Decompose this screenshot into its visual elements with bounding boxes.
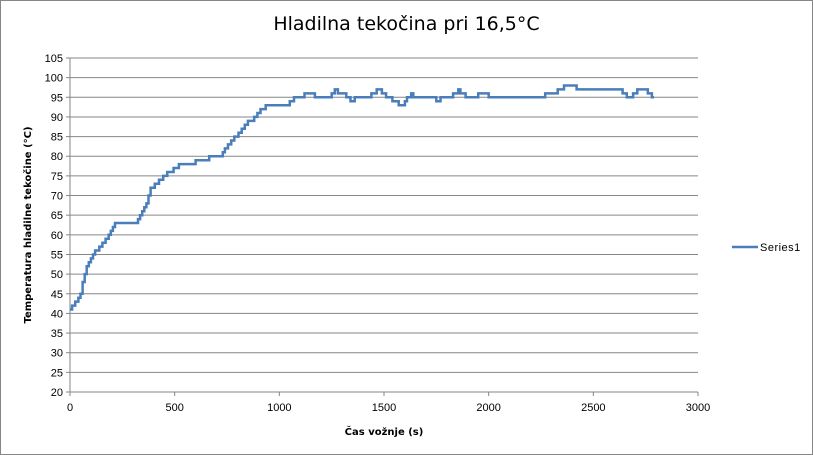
x-tick-label-1000: 1000 — [267, 402, 291, 414]
y-tick-label-65: 65 — [51, 210, 63, 222]
legend: Series1 — [732, 242, 801, 254]
y-tick-label-55: 55 — [51, 249, 63, 261]
y-tick-label-80: 80 — [51, 151, 63, 163]
x-tick-label-500: 500 — [165, 402, 183, 414]
y-axis-title: Temperatura hladilne tekočine (°C) — [22, 126, 34, 323]
axes — [66, 57, 699, 396]
series-layer — [70, 84, 654, 311]
x-tick-label-0: 0 — [67, 402, 73, 414]
gridlines — [70, 57, 698, 373]
y-tick-label-50: 50 — [51, 269, 63, 281]
y-tick-label-40: 40 — [51, 308, 63, 320]
x-tick-label-1500: 1500 — [372, 402, 396, 414]
y-tick-label-100: 100 — [45, 73, 63, 85]
x-tick-label-3000: 3000 — [686, 402, 710, 414]
y-tick-label-75: 75 — [51, 171, 63, 183]
chart-title: Hladilna tekočina pri 16,5°C — [273, 13, 540, 35]
series-line-1 — [70, 84, 654, 311]
y-tick-label-45: 45 — [51, 289, 63, 301]
y-tick-label-90: 90 — [51, 112, 63, 124]
y-tick-label-25: 25 — [51, 367, 63, 379]
x-axis-title: Čas vožnje (s) — [345, 425, 424, 438]
tick-labels: 20 25 30 35 40 45 50 55 60 65 70 75 80 85 90 95 100 105 0 5… — [45, 53, 711, 414]
y-tick-label-70: 70 — [51, 191, 63, 203]
x-tick-label-2000: 2000 — [476, 402, 500, 414]
y-tick-label-30: 30 — [51, 348, 63, 360]
legend-label-series1: Series1 — [760, 242, 801, 254]
y-tick-label-20: 20 — [51, 387, 63, 399]
y-tick-label-95: 95 — [51, 92, 63, 104]
y-tick-label-60: 60 — [51, 230, 63, 242]
x-tick-label-2500: 2500 — [581, 402, 605, 414]
y-tick-label-105: 105 — [45, 53, 63, 65]
y-tick-label-35: 35 — [51, 328, 63, 340]
y-tick-label-85: 85 — [51, 132, 63, 144]
